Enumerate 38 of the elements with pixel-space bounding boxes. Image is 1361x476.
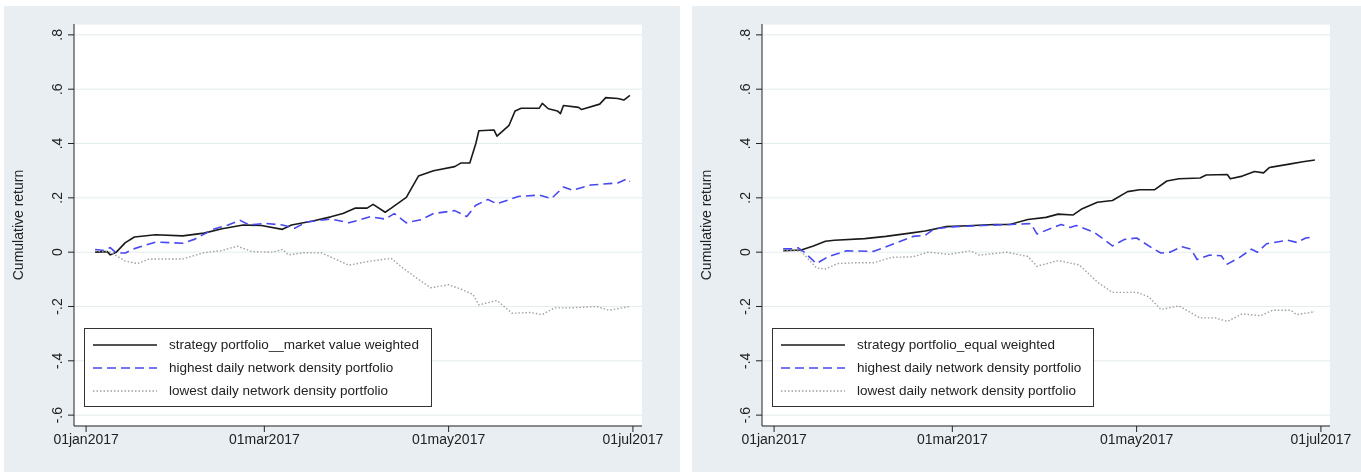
line-series (782, 222, 1313, 265)
line-series (782, 249, 1316, 323)
legend-label: highest daily network density portfolio (169, 360, 394, 375)
y-tick-label: .4 (737, 137, 753, 150)
y-axis-title: Cumulative return (697, 169, 714, 281)
x-tick-label: 01may2017 (412, 430, 486, 447)
y-tick-label: -.4 (49, 352, 65, 369)
legend-label: lowest daily network density portfolio (857, 383, 1077, 398)
y-axis-title: Cumulative return (9, 169, 26, 281)
y-tick-label: -.6 (49, 406, 65, 424)
legend-label: strategy portfolio_equal weighted (857, 337, 1056, 352)
y-tick-label: -.6 (737, 406, 753, 424)
y-tick-label: -.4 (737, 352, 753, 369)
y-tick-label: 0 (737, 248, 753, 257)
y-tick-label: .2 (737, 191, 753, 204)
x-tick-label: 01mar2017 (228, 430, 300, 447)
x-tick-label: 01may2017 (1100, 430, 1174, 447)
y-tick-label: .6 (737, 83, 753, 96)
legend-label: highest daily network density portfolio (857, 360, 1082, 375)
x-tick-label: 01mar2017 (916, 430, 988, 447)
y-tick-label: -.2 (49, 298, 65, 315)
x-tick-label: 01jul2017 (1290, 430, 1352, 447)
legend-label: lowest daily network density portfolio (169, 383, 389, 398)
y-tick-label: -.2 (737, 298, 753, 315)
y-tick-label: .8 (49, 28, 65, 41)
y-tick-label: .2 (49, 191, 65, 204)
y-tick-label: .6 (49, 83, 65, 96)
line-series (782, 159, 1316, 252)
line-series (94, 178, 631, 254)
x-tick-label: 01jan2017 (741, 430, 807, 447)
y-tick-label: .8 (737, 28, 753, 41)
legend-label: strategy portfolio__market value weighted (169, 337, 419, 352)
x-tick-label: 01jan2017 (53, 430, 119, 447)
line-series (94, 94, 631, 256)
x-tick-label: 01jul2017 (602, 430, 664, 447)
y-tick-label: 0 (49, 248, 65, 257)
y-tick-label: .4 (49, 137, 65, 150)
line-series (94, 245, 631, 316)
